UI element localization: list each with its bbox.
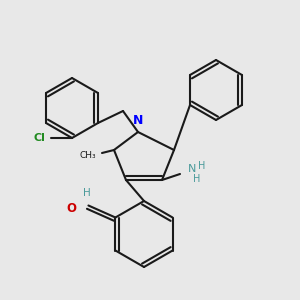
Text: H: H	[198, 161, 206, 172]
Text: N: N	[133, 115, 143, 128]
Text: H: H	[83, 188, 91, 198]
Text: O: O	[66, 202, 76, 215]
Text: Cl: Cl	[33, 133, 45, 143]
Text: CH₃: CH₃	[80, 152, 96, 160]
Text: H: H	[194, 173, 201, 184]
Text: N: N	[188, 164, 196, 175]
